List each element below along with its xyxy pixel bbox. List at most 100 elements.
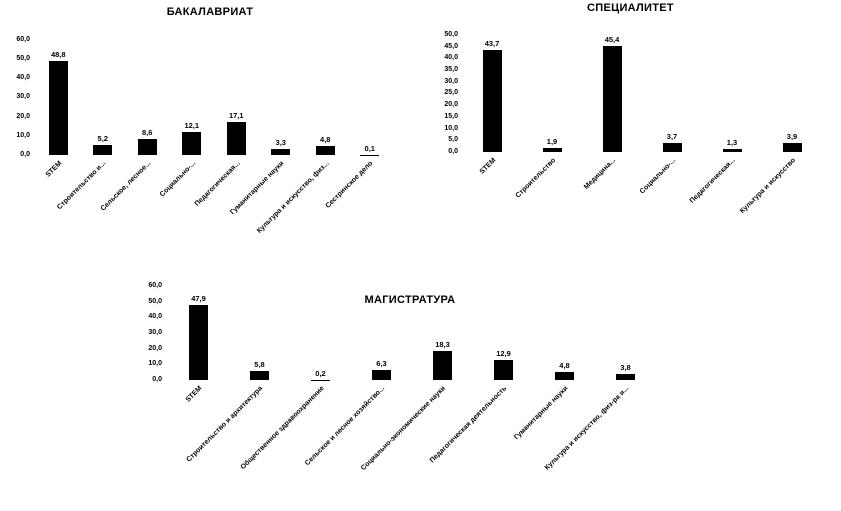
- chart-title: БАКАЛАВРИАТ: [166, 6, 254, 18]
- bar: [555, 372, 574, 380]
- bar-value-label: 12,9: [496, 348, 511, 358]
- x-category-label: STEM: [478, 157, 497, 176]
- y-tick-label: 60,0: [16, 36, 30, 43]
- bar-value-label: 3,7: [666, 132, 678, 142]
- bar: [616, 374, 635, 380]
- bar-slot: 47,9 STEM: [168, 286, 229, 404]
- bar-value-label: 3,8: [620, 363, 631, 373]
- bar: [602, 46, 622, 152]
- bar-slot: 48,8 STEM: [36, 40, 81, 179]
- bar: [782, 142, 802, 152]
- bar: [271, 148, 291, 155]
- bar-value-label: 5,8: [254, 359, 265, 369]
- bar-slot: 18,3 Социально-экономические науки: [360, 286, 473, 472]
- bar: [93, 145, 113, 155]
- bar-value-label: 5,2: [97, 134, 108, 144]
- bar: [250, 370, 269, 380]
- bar-slot: 12,1 Социально-...: [158, 40, 215, 198]
- bar-slot: 1,3 Педагогическая...: [689, 35, 762, 205]
- bar-value-label: 1,9: [546, 136, 558, 146]
- y-tick-label: 30,0: [16, 93, 30, 101]
- y-axis: 60,0 50,0 40,0 30,0 20,0 10,0 0,0: [0, 35, 30, 160]
- bar-slot: 3,3 Гуманитарные науки: [229, 40, 304, 216]
- x-category-label: Сельское, лесное...: [99, 160, 153, 213]
- bar-slot: 45,4 Медицина...: [582, 35, 642, 191]
- y-tick-label: 60,0: [148, 282, 162, 289]
- bar-value-label: 1,3: [726, 137, 738, 147]
- bar-slot: 6,3 Сельское и лесное хозяйство...: [304, 286, 412, 467]
- x-category-label: Культура и искусство, физ...: [255, 160, 331, 235]
- bar: [182, 131, 202, 155]
- bar: [372, 370, 391, 380]
- y-axis: 60,0 50,0 40,0 30,0 20,0 10,0 0,0: [130, 281, 162, 385]
- x-category-label: Педагогическая...: [193, 160, 242, 208]
- bar-slot: 4,8 Культура и искусство, физ...: [255, 40, 348, 235]
- bar-value-label: 4,8: [320, 134, 331, 144]
- bar-value-label: 17,1: [228, 111, 244, 121]
- y-tick-label: 40,0: [148, 313, 162, 321]
- bar-slot: 5,2 Строительство и...: [57, 40, 126, 211]
- bar-slot: 5,8 Строительство и архитектура: [186, 286, 290, 464]
- bar-slot: 3,7 Социально-...: [639, 35, 702, 195]
- y-tick-label: 25,0: [444, 89, 458, 97]
- plot-area: 48,8 STEM 5,2 Строительство и... 8,6 Сельское…: [36, 40, 392, 235]
- y-tick-label: 0,0: [20, 150, 30, 158]
- bachelor-bar-chart: БАКАЛАВРИАТ 60,0 50,0 40,0 30,0 20,0 10,0 0,0 …: [0, 0, 420, 270]
- x-category-label: STEM: [44, 160, 64, 179]
- bar-value-label: 8,6: [142, 127, 153, 137]
- x-category-label: Педагогическая деятельность: [429, 385, 509, 465]
- y-tick-label: 50,0: [148, 297, 162, 305]
- bar-value-label: 18,3: [435, 340, 450, 350]
- bar-slot: 0,2 Общественное здравоохранение: [239, 286, 351, 471]
- plot-area: 43,7 STEM 1,9 Строительство 45,4 Медицина... 3…: [462, 35, 822, 215]
- y-tick-label: 20,0: [16, 112, 30, 120]
- bar-slot: 12,9 Педагогическая деятельность: [429, 286, 534, 464]
- y-tick-label: 10,0: [444, 124, 458, 132]
- x-category-label: Культура и искусство: [738, 157, 797, 216]
- x-category-label: Сестринское дело: [324, 160, 375, 210]
- bar-slot: 43,7 STEM: [462, 35, 522, 176]
- bar: [494, 359, 513, 380]
- bar: [189, 304, 208, 380]
- bar-value-label: 0,2: [315, 368, 326, 378]
- y-tick-label: 30,0: [148, 328, 162, 336]
- bar-value-label: 48,8: [50, 50, 66, 60]
- y-tick-label: 45,0: [444, 42, 458, 50]
- y-tick-label: 5,0: [448, 136, 458, 144]
- bar-slot: 1,9 Строительство: [514, 35, 582, 200]
- y-tick-label: 0,0: [448, 147, 458, 155]
- bar: [226, 122, 246, 155]
- master-bar-chart: МАГИСТРАТУРА 60,0 50,0 40,0 30,0 20,0 10,0 0,0…: [130, 278, 730, 511]
- y-tick-label: 10,0: [16, 131, 30, 139]
- x-category-label: Строительство и...: [56, 160, 108, 212]
- bar: [48, 61, 68, 155]
- x-category-label: Гуманитарные науки: [513, 385, 570, 442]
- specialist-bar-chart: СПЕЦИАЛИТЕТ 50,0 45,0 40,0 35,0 30,0 25,0 20,0…: [420, 0, 841, 265]
- chart-title: МАГИСТРАТУРА: [364, 294, 456, 306]
- bar-value-label: 12,1: [184, 120, 200, 130]
- y-tick-label: 50,0: [444, 31, 458, 38]
- x-category-label: Социально-...: [638, 157, 677, 196]
- x-category-label: Строительство: [514, 157, 557, 200]
- bar-value-label: 45,4: [604, 35, 620, 44]
- bar-value-label: 47,9: [191, 293, 206, 303]
- bar: [722, 148, 742, 152]
- y-tick-label: 20,0: [148, 344, 162, 352]
- y-tick-label: 20,0: [444, 101, 458, 109]
- bar: [542, 147, 562, 152]
- bar-value-label: 6,3: [376, 359, 387, 369]
- x-category-label: Педагогическая...: [689, 157, 737, 205]
- bar: [137, 138, 157, 155]
- bar: [315, 145, 335, 155]
- bar-slot: 3,9 Культура и искусство: [739, 35, 822, 215]
- y-tick-label: 0,0: [152, 375, 162, 383]
- bar-value-label: 43,7: [484, 38, 500, 48]
- chart-title: СПЕЦИАЛИТЕТ: [587, 2, 674, 14]
- y-tick-label: 10,0: [148, 360, 162, 368]
- bar-slot: 3,8 Культура и искусство, физ-ра и...: [544, 286, 656, 472]
- y-tick-label: 35,0: [444, 66, 458, 74]
- y-tick-label: 15,0: [444, 112, 458, 120]
- bar-value-label: 3,3: [275, 137, 286, 147]
- bar-slot: 4,8 Гуманитарные науки: [513, 286, 595, 441]
- bar-value-label: 3,9: [786, 131, 798, 141]
